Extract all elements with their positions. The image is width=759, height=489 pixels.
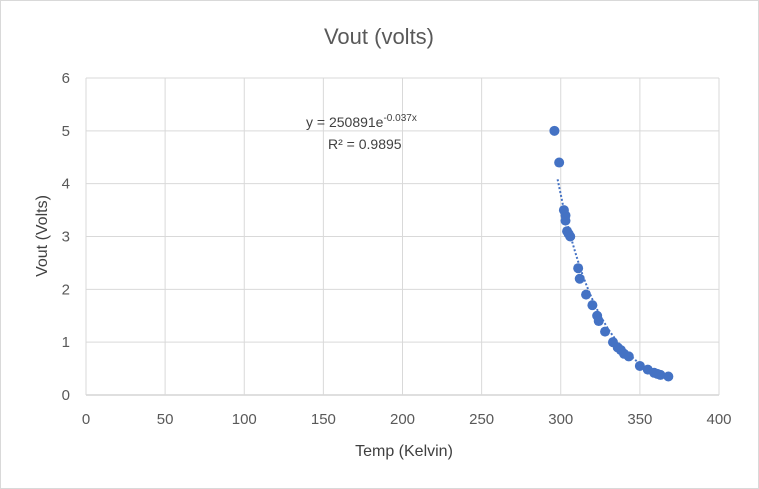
data-point — [560, 215, 571, 226]
x-tick-label: 150 — [311, 411, 336, 428]
x-tick-label: 250 — [469, 411, 494, 428]
y-tick-label: 2 — [62, 281, 70, 298]
data-point — [600, 326, 611, 337]
x-tick-label: 400 — [706, 411, 731, 428]
data-point — [565, 231, 576, 242]
data-point — [587, 300, 598, 311]
data-point — [573, 263, 584, 274]
x-tick-labels: 0 50 100 150 200 250 300 350 400 — [82, 411, 732, 428]
y-tick-labels: 0 1 2 3 4 5 6 — [62, 70, 70, 404]
data-point — [574, 273, 585, 284]
data-point — [593, 316, 604, 327]
y-tick-label: 1 — [62, 334, 70, 351]
data-point — [623, 351, 634, 362]
y-tick-label: 6 — [62, 70, 70, 87]
trendline-equation: y = 250891e-0.037x — [306, 113, 417, 130]
data-point — [655, 369, 666, 380]
data-point — [581, 289, 592, 300]
x-tick-label: 200 — [390, 411, 415, 428]
data-points — [549, 125, 674, 382]
data-point — [554, 157, 565, 168]
x-tick-label: 0 — [82, 411, 90, 428]
data-point — [549, 125, 560, 136]
x-tick-label: 100 — [232, 411, 257, 428]
x-tick-label: 50 — [157, 411, 174, 428]
x-tick-label: 300 — [548, 411, 573, 428]
y-tick-label: 0 — [62, 387, 70, 404]
y-axis-title: Vout (Volts) — [34, 195, 51, 277]
chart-title: Vout (volts) — [324, 24, 434, 49]
trendline-r-squared: R² = 0.9895 — [328, 136, 402, 152]
x-axis-title: Temp (Kelvin) — [355, 443, 453, 460]
data-point — [663, 371, 674, 382]
data-point — [634, 360, 645, 371]
gridlines — [85, 77, 720, 396]
y-tick-label: 5 — [62, 123, 70, 140]
x-tick-label: 350 — [627, 411, 652, 428]
y-tick-label: 3 — [62, 229, 70, 246]
y-tick-label: 4 — [62, 176, 70, 193]
trendline — [556, 179, 668, 380]
